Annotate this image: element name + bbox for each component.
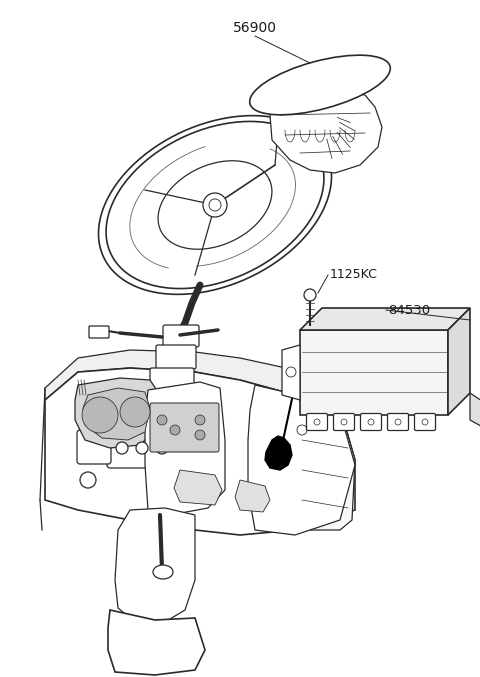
Polygon shape	[270, 90, 382, 173]
Circle shape	[297, 425, 307, 435]
Polygon shape	[115, 508, 195, 625]
FancyBboxPatch shape	[77, 430, 111, 464]
FancyBboxPatch shape	[307, 414, 327, 431]
Text: 1125KC: 1125KC	[330, 269, 378, 282]
Ellipse shape	[250, 55, 390, 115]
FancyBboxPatch shape	[89, 326, 109, 338]
Circle shape	[170, 425, 180, 435]
FancyBboxPatch shape	[156, 345, 196, 369]
Polygon shape	[145, 382, 225, 515]
Polygon shape	[174, 470, 222, 505]
Circle shape	[304, 289, 316, 301]
Circle shape	[286, 367, 296, 377]
Circle shape	[209, 199, 221, 211]
Circle shape	[156, 442, 168, 454]
Polygon shape	[83, 388, 150, 440]
Circle shape	[195, 415, 205, 425]
Polygon shape	[45, 350, 340, 408]
Polygon shape	[300, 308, 470, 330]
Polygon shape	[295, 395, 355, 530]
Circle shape	[116, 442, 128, 454]
Circle shape	[195, 430, 205, 440]
Polygon shape	[300, 330, 448, 415]
Polygon shape	[235, 480, 270, 512]
Circle shape	[422, 419, 428, 425]
Polygon shape	[75, 378, 160, 448]
Circle shape	[314, 419, 320, 425]
FancyBboxPatch shape	[150, 403, 219, 452]
Polygon shape	[108, 610, 205, 675]
Circle shape	[341, 419, 347, 425]
FancyBboxPatch shape	[107, 427, 181, 468]
Polygon shape	[265, 436, 292, 470]
Circle shape	[395, 419, 401, 425]
FancyBboxPatch shape	[334, 414, 355, 431]
Polygon shape	[45, 368, 355, 535]
Text: 84530: 84530	[388, 303, 430, 317]
Circle shape	[120, 397, 150, 427]
Text: 56900: 56900	[233, 21, 277, 35]
Polygon shape	[282, 345, 300, 400]
Circle shape	[157, 415, 167, 425]
Circle shape	[203, 193, 227, 217]
FancyBboxPatch shape	[415, 414, 435, 431]
Polygon shape	[470, 393, 480, 430]
FancyBboxPatch shape	[360, 414, 382, 431]
FancyBboxPatch shape	[163, 325, 199, 347]
FancyBboxPatch shape	[150, 368, 194, 394]
Polygon shape	[248, 385, 355, 535]
FancyBboxPatch shape	[387, 414, 408, 431]
Circle shape	[368, 419, 374, 425]
Ellipse shape	[153, 565, 173, 579]
Circle shape	[82, 397, 118, 433]
Circle shape	[136, 442, 148, 454]
Circle shape	[80, 472, 96, 488]
Polygon shape	[448, 308, 470, 415]
